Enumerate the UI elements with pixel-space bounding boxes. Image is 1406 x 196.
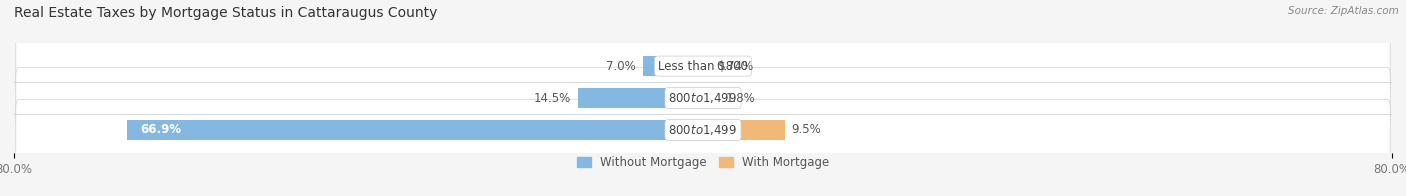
FancyBboxPatch shape [15,100,1391,160]
Text: Source: ZipAtlas.com: Source: ZipAtlas.com [1288,6,1399,16]
Bar [643,56,703,76]
Text: $800 to $1,499: $800 to $1,499 [668,91,738,105]
Text: Less than $800: Less than $800 [658,60,748,73]
Text: 0.74%: 0.74% [716,60,754,73]
Bar [578,88,703,108]
Bar [127,120,703,140]
Text: 14.5%: 14.5% [534,92,571,104]
Text: 9.5%: 9.5% [792,123,821,136]
Text: 7.0%: 7.0% [606,60,636,73]
Bar [703,56,710,76]
Text: 1.8%: 1.8% [725,92,755,104]
Bar [703,120,785,140]
Text: Real Estate Taxes by Mortgage Status in Cattaraugus County: Real Estate Taxes by Mortgage Status in … [14,6,437,20]
Text: 66.9%: 66.9% [139,123,181,136]
Text: $800 to $1,499: $800 to $1,499 [668,123,738,137]
Legend: Without Mortgage, With Mortgage: Without Mortgage, With Mortgage [574,153,832,171]
Bar [703,88,718,108]
FancyBboxPatch shape [15,36,1391,96]
FancyBboxPatch shape [15,68,1391,128]
